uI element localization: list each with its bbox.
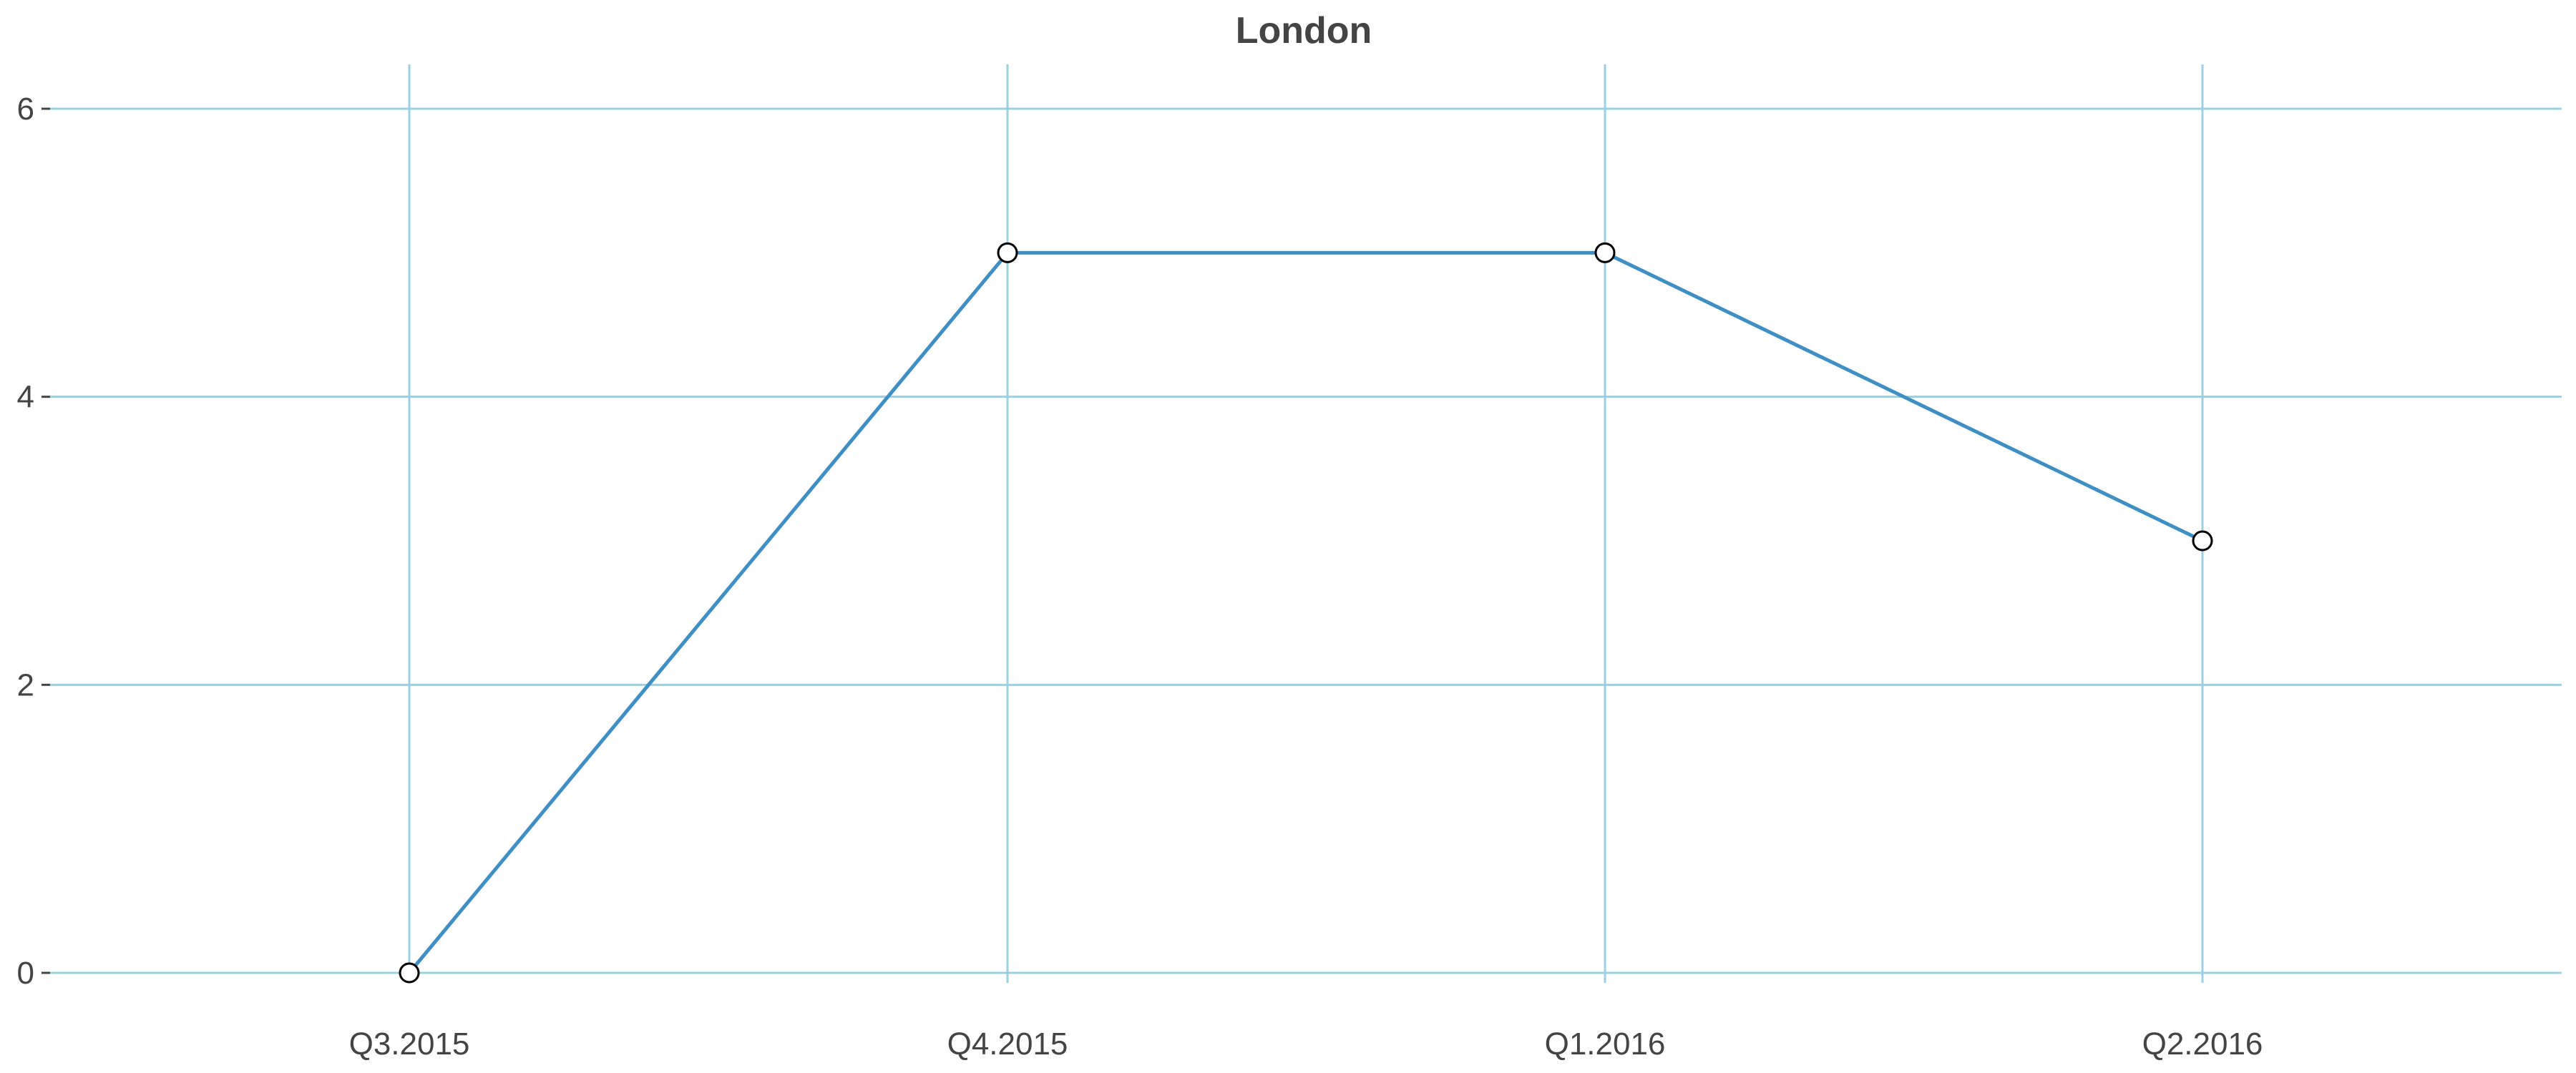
- data-point-marker: [399, 962, 420, 984]
- chart-title: London: [1236, 10, 1372, 52]
- y-tick-label: 4: [17, 380, 34, 415]
- y-tick-label: 2: [17, 667, 34, 702]
- series: [408, 250, 2204, 974]
- markers: [399, 242, 2213, 984]
- x-tick-label: Q3.2015: [349, 1027, 470, 1062]
- y-tick-label: 0: [17, 956, 34, 991]
- y-tick-label: 6: [17, 92, 34, 127]
- x-tick-label: Q1.2016: [1545, 1027, 1666, 1062]
- data-point-marker: [997, 242, 1018, 263]
- x-tick-label: Q2.2016: [2142, 1027, 2263, 1062]
- series-line: [408, 250, 2204, 974]
- axes: 0 2 4 6 Q3.2015 Q4.2015 Q1.2016 Q2.2016: [17, 92, 2263, 1062]
- grid: [50, 64, 2562, 974]
- data-point-marker: [1594, 242, 1616, 263]
- x-tick-label: Q4.2015: [947, 1027, 1068, 1062]
- data-point-marker: [2192, 530, 2213, 552]
